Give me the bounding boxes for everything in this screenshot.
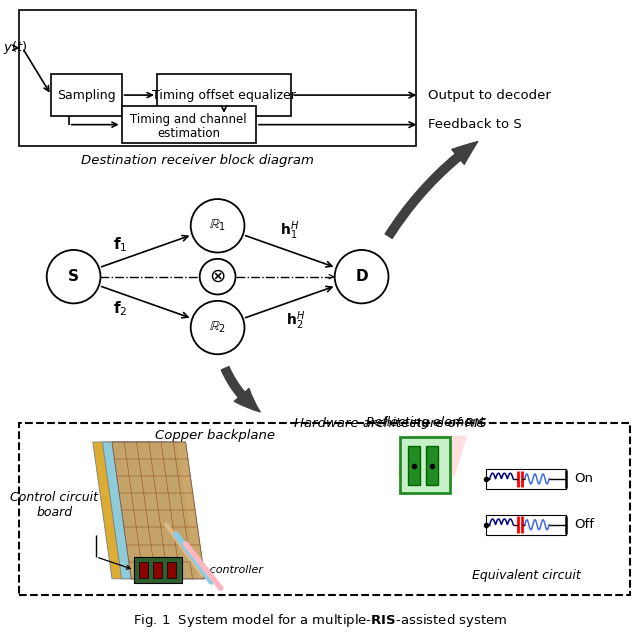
Text: $\mathbb{R}_2$: $\mathbb{R}_2$ bbox=[209, 320, 226, 335]
Text: Off: Off bbox=[575, 518, 595, 531]
Text: $\otimes$: $\otimes$ bbox=[209, 267, 226, 286]
Text: Feedback to S: Feedback to S bbox=[428, 118, 521, 131]
Text: Fig. 1  System model for a multiple-$\mathbf{RIS}$-assisted system: Fig. 1 System model for a multiple-$\mat… bbox=[132, 612, 508, 629]
Bar bbox=[19, 10, 416, 146]
Circle shape bbox=[200, 259, 236, 294]
Text: Timing and channel: Timing and channel bbox=[131, 113, 247, 126]
Text: S: S bbox=[68, 269, 79, 284]
Bar bbox=[51, 74, 122, 116]
Bar bbox=[167, 562, 176, 578]
Bar bbox=[139, 562, 148, 578]
Bar bbox=[134, 556, 182, 583]
Bar bbox=[157, 74, 291, 116]
Circle shape bbox=[335, 250, 388, 303]
Circle shape bbox=[191, 301, 244, 354]
Text: Control circuit
board: Control circuit board bbox=[10, 492, 99, 520]
Text: Copper backplane: Copper backplane bbox=[155, 429, 275, 442]
Text: $y(t)$: $y(t)$ bbox=[3, 39, 28, 57]
Text: $\mathbf{h}_2^H$: $\mathbf{h}_2^H$ bbox=[287, 310, 305, 333]
Text: $\mathbb{R}_1$: $\mathbb{R}_1$ bbox=[209, 218, 226, 233]
Bar bbox=[122, 106, 256, 143]
Text: On: On bbox=[575, 473, 594, 485]
Bar bbox=[400, 437, 450, 493]
Polygon shape bbox=[93, 442, 186, 579]
Bar bbox=[486, 515, 566, 535]
Text: $\mathbf{f}_2$: $\mathbf{f}_2$ bbox=[113, 299, 127, 318]
Polygon shape bbox=[102, 442, 195, 579]
FancyArrowPatch shape bbox=[385, 142, 477, 238]
Text: Timing offset equalizer: Timing offset equalizer bbox=[152, 88, 296, 102]
Circle shape bbox=[191, 199, 244, 252]
Bar bbox=[408, 446, 420, 485]
Bar bbox=[486, 469, 566, 489]
Text: Sampling: Sampling bbox=[57, 88, 116, 102]
Text: $\mathbf{f}_1$: $\mathbf{f}_1$ bbox=[113, 235, 127, 254]
Text: Destination receiver block diagram: Destination receiver block diagram bbox=[81, 154, 314, 167]
Bar bbox=[19, 423, 630, 595]
Text: estimation: estimation bbox=[157, 127, 220, 141]
Circle shape bbox=[47, 250, 100, 303]
Text: Reflecting element: Reflecting element bbox=[365, 417, 484, 429]
Bar bbox=[426, 446, 438, 485]
Text: $\mathbf{h}_1^H$: $\mathbf{h}_1^H$ bbox=[280, 219, 299, 242]
Polygon shape bbox=[396, 436, 467, 476]
Text: Equivalent circuit: Equivalent circuit bbox=[472, 569, 580, 582]
Polygon shape bbox=[112, 442, 205, 579]
Text: Hardware architecture of RIS: Hardware architecture of RIS bbox=[294, 417, 487, 429]
Text: RIS controller: RIS controller bbox=[188, 565, 262, 575]
Bar bbox=[153, 562, 162, 578]
Text: Output to decoder: Output to decoder bbox=[428, 88, 550, 102]
FancyArrowPatch shape bbox=[221, 366, 260, 411]
Text: D: D bbox=[355, 269, 368, 284]
